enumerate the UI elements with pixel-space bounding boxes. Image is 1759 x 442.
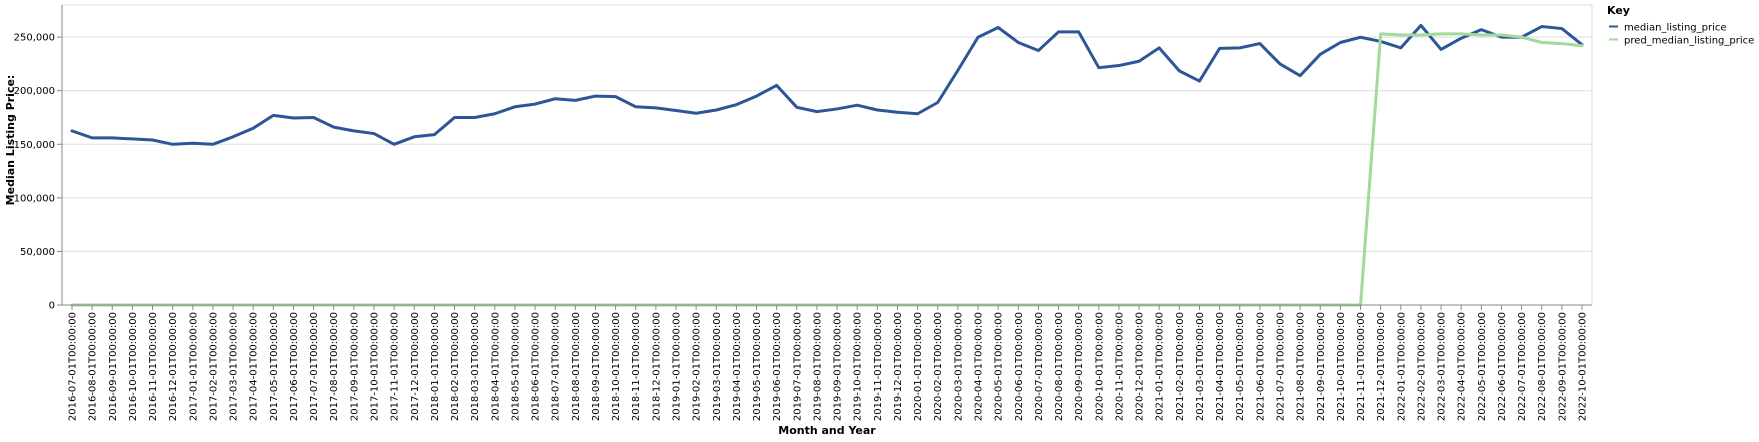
x-tick-label: 2022-06-01T00:00:00	[1497, 312, 1508, 421]
x-tick-label: 2017-11-01T00:00:00	[390, 312, 401, 421]
y-tick-label: 200,000	[14, 86, 55, 97]
x-tick-label: 2017-12-01T00:00:00	[410, 312, 421, 421]
x-tick-label: 2022-08-01T00:00:00	[1537, 312, 1548, 421]
x-tick-label: 2017-03-01T00:00:00	[229, 312, 240, 421]
x-tick-label: 2022-05-01T00:00:00	[1477, 312, 1488, 421]
x-tick-label: 2019-09-01T00:00:00	[833, 312, 844, 421]
x-tick-label: 2020-01-01T00:00:00	[913, 312, 924, 421]
x-tick-label: 2017-01-01T00:00:00	[188, 312, 199, 421]
x-tick-label: 2021-05-01T00:00:00	[1235, 312, 1246, 421]
x-tick-label: 2021-06-01T00:00:00	[1255, 312, 1266, 421]
y-tick-label: 0	[49, 301, 55, 312]
legend-items: median_listing_price pred_median_listing_…	[1609, 23, 1754, 47]
x-tick-label: 2019-10-01T00:00:00	[853, 312, 864, 421]
x-tick-label: 2021-02-01T00:00:00	[1175, 312, 1186, 421]
x-tick-label: 2020-05-01T00:00:00	[994, 312, 1005, 421]
series-line-pred_median_listing_price	[70, 32, 1584, 307]
y-tick-label: 150,000	[14, 140, 55, 151]
x-tick-label: 2018-11-01T00:00:00	[631, 312, 642, 421]
x-tick-label: 2022-07-01T00:00:00	[1517, 312, 1528, 421]
y-axis-ticks: 0 50,000 100,000 150,000 200,000 250,000	[14, 33, 62, 312]
x-tick-label: 2022-03-01T00:00:00	[1437, 312, 1448, 421]
x-tick-label: 2021-07-01T00:00:00	[1276, 312, 1287, 421]
x-tick-label: 2016-11-01T00:00:00	[148, 312, 159, 421]
x-tick-label: 2019-11-01T00:00:00	[873, 312, 884, 421]
x-tick-label: 2017-08-01T00:00:00	[329, 312, 340, 421]
x-tick-label: 2019-04-01T00:00:00	[732, 312, 743, 421]
x-tick-label: 2018-10-01T00:00:00	[611, 312, 622, 421]
x-tick-label: 2020-07-01T00:00:00	[1034, 312, 1045, 421]
x-tick-label: 2018-05-01T00:00:00	[510, 312, 521, 421]
x-tick-label: 2021-03-01T00:00:00	[1195, 312, 1206, 421]
x-tick-label: 2021-12-01T00:00:00	[1376, 312, 1387, 421]
y-tick-label: 50,000	[20, 247, 55, 258]
x-tick-label: 2018-12-01T00:00:00	[651, 312, 662, 421]
series-lines	[70, 23, 1584, 307]
series-line-median_listing_price	[70, 23, 1584, 146]
x-tick-label: 2019-01-01T00:00:00	[672, 312, 683, 421]
x-tick-label: 2020-03-01T00:00:00	[953, 312, 964, 421]
y-tick-label: 100,000	[14, 193, 55, 204]
x-tick-label: 2018-03-01T00:00:00	[470, 312, 481, 421]
x-tick-label: 2016-07-01T00:00:00	[68, 312, 79, 421]
x-tick-label: 2021-10-01T00:00:00	[1336, 312, 1347, 421]
x-tick-label: 2022-02-01T00:00:00	[1416, 312, 1427, 421]
legend: Key median_listing_price pred_median_list…	[1607, 4, 1754, 47]
x-tick-label: 2020-04-01T00:00:00	[974, 312, 985, 421]
x-tick-label: 2016-10-01T00:00:00	[128, 312, 139, 421]
legend-title: Key	[1607, 4, 1630, 17]
x-tick-label: 2020-09-01T00:00:00	[1074, 312, 1085, 421]
x-tick-label: 2016-09-01T00:00:00	[108, 312, 119, 421]
x-tick-label: 2020-10-01T00:00:00	[1094, 312, 1105, 421]
x-tick-label: 2021-11-01T00:00:00	[1356, 312, 1367, 421]
x-tick-label: 2017-02-01T00:00:00	[208, 312, 219, 421]
x-tick-label: 2018-08-01T00:00:00	[571, 312, 582, 421]
x-tick-label: 2016-08-01T00:00:00	[88, 312, 99, 421]
x-tick-label: 2017-09-01T00:00:00	[349, 312, 360, 421]
x-axis-ticks: 2016-07-01T00:00:00 2016-08-01T00:00:00 20…	[68, 305, 1589, 421]
x-tick-label: 2017-07-01T00:00:00	[309, 312, 320, 421]
x-tick-label: 2018-09-01T00:00:00	[591, 312, 602, 421]
x-tick-label: 2022-10-01T00:00:00	[1578, 312, 1589, 421]
x-tick-label: 2019-12-01T00:00:00	[893, 312, 904, 421]
x-tick-label: 2021-01-01T00:00:00	[1155, 312, 1166, 421]
y-tick-label: 250,000	[14, 33, 55, 44]
x-tick-label: 2017-06-01T00:00:00	[289, 312, 300, 421]
x-tick-label: 2017-05-01T00:00:00	[269, 312, 280, 421]
x-tick-label: 2019-05-01T00:00:00	[752, 312, 763, 421]
x-tick-label: 2020-08-01T00:00:00	[1054, 312, 1065, 421]
y-axis-title: Median Listing Price:	[4, 75, 17, 206]
x-tick-label: 2020-06-01T00:00:00	[1014, 312, 1025, 421]
x-tick-label: 2018-06-01T00:00:00	[531, 312, 542, 421]
x-tick-label: 2022-04-01T00:00:00	[1457, 312, 1468, 421]
x-tick-label: 2017-04-01T00:00:00	[249, 312, 260, 421]
x-tick-label: 2016-12-01T00:00:00	[168, 312, 179, 421]
x-tick-label: 2019-06-01T00:00:00	[772, 312, 783, 421]
x-tick-label: 2019-02-01T00:00:00	[692, 312, 703, 421]
x-tick-label: 2020-12-01T00:00:00	[1135, 312, 1146, 421]
x-tick-label: 2018-04-01T00:00:00	[490, 312, 501, 421]
x-tick-label: 2018-07-01T00:00:00	[551, 312, 562, 421]
x-tick-label: 2021-08-01T00:00:00	[1296, 312, 1307, 421]
legend-label: pred_median_listing_price	[1624, 36, 1754, 47]
axes	[61, 5, 1592, 306]
x-tick-label: 2019-03-01T00:00:00	[712, 312, 723, 421]
x-tick-label: 2019-08-01T00:00:00	[812, 312, 823, 421]
x-tick-label: 2022-01-01T00:00:00	[1396, 312, 1407, 421]
x-tick-label: 2020-11-01T00:00:00	[1114, 312, 1125, 421]
x-tick-label: 2017-10-01T00:00:00	[370, 312, 381, 421]
x-tick-label: 2019-07-01T00:00:00	[792, 312, 803, 421]
x-tick-label: 2021-09-01T00:00:00	[1316, 312, 1327, 421]
x-tick-label: 2018-02-01T00:00:00	[450, 312, 461, 421]
x-tick-label: 2021-04-01T00:00:00	[1215, 312, 1226, 421]
x-tick-label: 2018-01-01T00:00:00	[430, 312, 441, 421]
x-axis-title: Month and Year	[778, 424, 876, 437]
legend-label: median_listing_price	[1624, 23, 1727, 34]
x-tick-label: 2020-02-01T00:00:00	[933, 312, 944, 421]
x-tick-label: 2022-09-01T00:00:00	[1557, 312, 1568, 421]
